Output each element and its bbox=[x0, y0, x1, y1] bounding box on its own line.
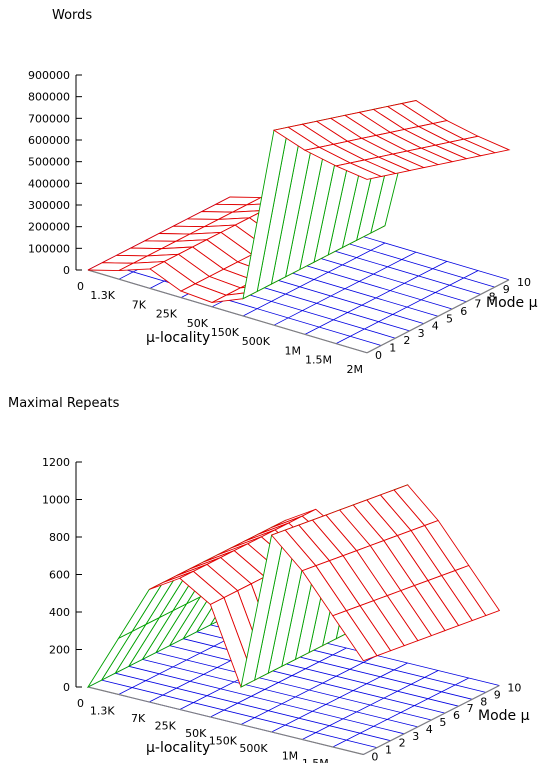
x-tick-label: 0 bbox=[77, 697, 84, 710]
z-tick-label: 900000 bbox=[28, 69, 70, 82]
z-tick-label: 800 bbox=[49, 531, 70, 544]
chart-title: Words bbox=[52, 8, 93, 23]
x-tick-label: 25K bbox=[155, 720, 177, 733]
z-tick-label: 400000 bbox=[28, 177, 70, 190]
surface bbox=[87, 99, 511, 303]
base-grid-line bbox=[169, 645, 446, 714]
y-tick-label: 6 bbox=[460, 305, 467, 318]
x-tick-label: 1.5M bbox=[302, 757, 329, 763]
base-grid-line bbox=[102, 262, 382, 346]
y-tick-label: 10 bbox=[517, 276, 531, 289]
x-tick-label: 150K bbox=[211, 326, 240, 339]
x-tick-label: 2M bbox=[347, 363, 364, 376]
x-tick-label: 0 bbox=[77, 280, 84, 293]
x-tick-label: 50K bbox=[185, 727, 207, 740]
x-tick-label: 150K bbox=[209, 735, 238, 748]
y-tick-label: 4 bbox=[432, 320, 439, 333]
z-tick-label: 200000 bbox=[28, 221, 70, 234]
y-tick-label: 0 bbox=[375, 349, 382, 362]
y-tick-label: 0 bbox=[371, 751, 378, 763]
x-tick-label: 500K bbox=[239, 742, 268, 755]
chart-maximal-repeats: Maximal Repeats 0 200 400 600 800 1000 1200 0 1.… bbox=[0, 390, 546, 763]
z-tick-label: 600000 bbox=[28, 134, 70, 147]
z-tick-label: 1200 bbox=[42, 456, 70, 469]
y-tick-label: 10 bbox=[507, 682, 521, 695]
maximal-repeats-surface-plot: 02004006008001000120001.3K7K25K50K150K50… bbox=[42, 456, 530, 763]
y-tick-label: 7 bbox=[467, 702, 474, 715]
base-grid-line bbox=[183, 638, 459, 707]
y-tick-label: 3 bbox=[418, 327, 425, 340]
y-tick-label: 2 bbox=[399, 737, 406, 750]
z-tick-label: 100000 bbox=[28, 242, 70, 255]
y-tick-label: 1 bbox=[385, 744, 392, 757]
x-tick-label: 1.3K bbox=[90, 705, 115, 718]
y-tick-label: 9 bbox=[503, 283, 510, 296]
x-tick-label: 7K bbox=[132, 298, 147, 311]
x-baseline bbox=[87, 269, 368, 354]
surface-cell bbox=[332, 610, 378, 662]
base-grid-line bbox=[101, 679, 378, 748]
z-tick-label: 1000 bbox=[42, 494, 70, 507]
x-axis-title: μ-locality bbox=[146, 330, 210, 346]
chart-words: Words 0 100000 200000 300000 400000 500000 600… bbox=[0, 0, 546, 378]
y-tick-label: 6 bbox=[453, 709, 460, 722]
x-tick-label: 1.5M bbox=[305, 354, 332, 367]
z-tick-label: 200 bbox=[49, 644, 70, 657]
base-grid-line bbox=[128, 665, 405, 735]
y-tick-label: 8 bbox=[480, 695, 487, 708]
y-axis-title: Mode μ bbox=[486, 295, 538, 311]
y-tick-label: 5 bbox=[439, 716, 446, 729]
x-tick-label: 50K bbox=[187, 317, 209, 330]
z-tick-label: 800000 bbox=[28, 91, 70, 104]
x-tick-label: 500K bbox=[242, 335, 271, 348]
x-axis-title: μ-locality bbox=[146, 740, 210, 756]
y-tick-label: 5 bbox=[446, 312, 453, 325]
x-tick-label: 25K bbox=[156, 308, 178, 321]
y-tick-label: 1 bbox=[389, 342, 396, 355]
y-tick-label: 9 bbox=[494, 688, 501, 701]
base-grid-line bbox=[142, 659, 418, 728]
z-tick-label: 700000 bbox=[28, 112, 70, 125]
x-tick-label: 1M bbox=[282, 750, 299, 763]
chart-title: Maximal Repeats bbox=[8, 396, 120, 411]
z-tick-label: 300000 bbox=[28, 199, 70, 212]
y-tick-label: 7 bbox=[474, 298, 481, 311]
y-tick-label: 4 bbox=[426, 723, 433, 736]
y-axis-title: Mode μ bbox=[478, 708, 530, 724]
base-grid-line bbox=[115, 672, 391, 742]
y-tick-label: 3 bbox=[412, 730, 419, 743]
x-baseline bbox=[87, 686, 364, 756]
y-tick-label: 2 bbox=[403, 334, 410, 347]
y-tick-label: 8 bbox=[489, 290, 496, 303]
x-tick-label: 7K bbox=[131, 712, 146, 725]
words-surface-plot: 0100000200000300000400000500000600000700… bbox=[28, 69, 538, 376]
z-tick-label: 400 bbox=[49, 606, 70, 619]
y-baseline bbox=[366, 279, 510, 354]
surface-cell bbox=[334, 162, 383, 180]
y-baseline bbox=[363, 684, 500, 756]
base-grid-line bbox=[155, 652, 432, 721]
z-tick-label: 0 bbox=[63, 681, 70, 694]
z-tick-label: 500000 bbox=[28, 156, 70, 169]
surface bbox=[86, 484, 501, 689]
z-tick-label: 0 bbox=[63, 264, 70, 277]
x-tick-label: 1M bbox=[285, 344, 302, 357]
x-tick-label: 1.3K bbox=[90, 289, 115, 302]
z-tick-label: 600 bbox=[49, 569, 70, 582]
